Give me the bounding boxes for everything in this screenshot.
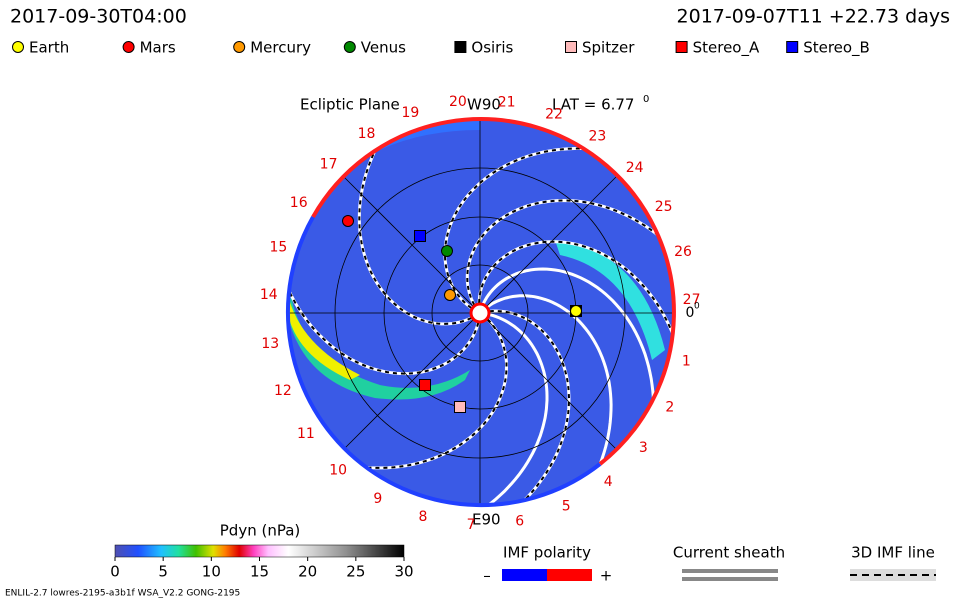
legend-label: Mercury xyxy=(250,39,311,57)
sector-label: 6 xyxy=(515,513,524,529)
sector-label: 20 xyxy=(449,94,467,110)
imf-minus: – xyxy=(483,567,491,585)
sector-label: 9 xyxy=(373,491,382,507)
legend-marker xyxy=(565,41,577,53)
body-marker xyxy=(419,379,431,391)
sector-label: 4 xyxy=(604,474,613,490)
body-marker xyxy=(414,230,426,242)
imf-plus: + xyxy=(600,567,613,585)
colorbar-tick-label: 5 xyxy=(158,563,168,581)
sector-label: 12 xyxy=(274,383,292,399)
legend-label: Earth xyxy=(29,39,69,57)
top-label: W90 xyxy=(467,96,501,114)
imf-line-dash xyxy=(287,258,480,375)
polar-plot xyxy=(285,117,676,508)
footer: ENLIL-2.7 lowres-2195-a3b1f WSA_V2.2 GON… xyxy=(5,589,240,599)
lat-label: LAT = 6.77 xyxy=(552,96,634,114)
sector-label: 18 xyxy=(358,126,376,142)
sector-label: 17 xyxy=(320,157,338,173)
legend-marker xyxy=(675,41,688,53)
imf-line-dash xyxy=(358,122,472,325)
sector-label: 8 xyxy=(418,509,427,525)
sector-label: 26 xyxy=(674,244,692,260)
sun xyxy=(469,302,491,324)
colorbar-ticks: 0 5 10 15 20 25 30 xyxy=(110,557,414,581)
sector-label: 15 xyxy=(269,239,287,255)
legend-marker xyxy=(122,41,135,53)
plot-title: Ecliptic Plane xyxy=(300,96,400,114)
legend-marker xyxy=(233,41,246,53)
body-marker xyxy=(441,245,453,257)
legend-label: Stereo_B xyxy=(803,39,870,58)
imf-line-title: 3D IMF line xyxy=(851,544,935,562)
body-marker xyxy=(342,215,354,227)
run-info: 2017-09-07T11 +22.73 days xyxy=(677,6,950,28)
zero-unit: 0 xyxy=(694,302,700,312)
sector-label: 23 xyxy=(588,128,606,144)
sector-label: 22 xyxy=(545,106,563,122)
sector-label: 16 xyxy=(290,195,308,211)
sheath-line xyxy=(682,569,778,573)
legend-marker xyxy=(454,41,467,53)
lat-unit: 0 xyxy=(643,94,649,105)
imf-line xyxy=(460,313,549,506)
colorbar-tick-label: 10 xyxy=(202,563,221,581)
colorbar-tick-label: 20 xyxy=(298,563,317,581)
colorbar-tick-label: 15 xyxy=(250,563,269,581)
time-stamp: 2017-09-30T04:00 xyxy=(10,6,187,28)
imf-lines xyxy=(287,121,673,506)
sector-label: 3 xyxy=(639,440,648,456)
boundary-positive xyxy=(311,117,676,466)
sheath-title: Current sheath xyxy=(673,544,785,562)
sector-label: 10 xyxy=(329,463,347,479)
sector-label: 24 xyxy=(626,160,644,176)
legend-label: Venus xyxy=(361,39,406,57)
legend: Earth Mars Mercury Venus Osiris Spitzer Stereo… xyxy=(12,39,870,58)
sector-label: 1 xyxy=(682,353,691,369)
imf-line xyxy=(486,294,613,496)
sector-label: 25 xyxy=(655,199,673,215)
body-marker xyxy=(444,289,456,301)
sector-label: 21 xyxy=(498,95,516,111)
sheath-line xyxy=(682,577,778,581)
legend-label: Spitzer xyxy=(582,39,635,57)
sector-label: 19 xyxy=(401,105,419,121)
imf-line-dash xyxy=(466,199,673,306)
bottom-label: E90 xyxy=(472,511,501,529)
sector-label: 11 xyxy=(297,426,315,442)
sector-label: 2 xyxy=(665,399,674,415)
colorbar xyxy=(114,544,405,558)
sector-label: 7 xyxy=(467,517,476,533)
colorbar-title: Pdyn (nPa) xyxy=(220,522,301,540)
bodies xyxy=(342,215,582,413)
legend-marker xyxy=(786,41,799,53)
sector-label: 13 xyxy=(261,336,279,352)
legend-marker xyxy=(12,41,24,53)
legend-label: Mars xyxy=(140,39,176,57)
body-marker xyxy=(454,401,466,413)
imf-title: IMF polarity xyxy=(503,544,591,562)
legend-label: Osiris xyxy=(471,39,513,57)
sector-label: 27 xyxy=(683,292,701,308)
sector-label: 14 xyxy=(260,287,278,303)
sector-label: 0 xyxy=(686,305,695,321)
imf-line xyxy=(482,267,656,434)
colorbar-tick-label: 25 xyxy=(346,563,365,581)
legend-label: Stereo_A xyxy=(693,39,760,58)
legend-marker xyxy=(343,41,356,53)
imf-line-dash xyxy=(444,147,616,309)
imf-line-dash xyxy=(331,318,508,469)
imf-negative xyxy=(502,569,547,581)
imf-positive xyxy=(547,569,592,581)
boundary-negative xyxy=(285,216,602,508)
imf-line-dash xyxy=(489,310,571,506)
body-marker xyxy=(570,305,582,317)
sector-label: 5 xyxy=(562,499,571,515)
imf-line-dash xyxy=(478,240,673,368)
colorbar-tick-label: 0 xyxy=(110,563,120,581)
colorbar-tick-label: 30 xyxy=(394,563,413,581)
